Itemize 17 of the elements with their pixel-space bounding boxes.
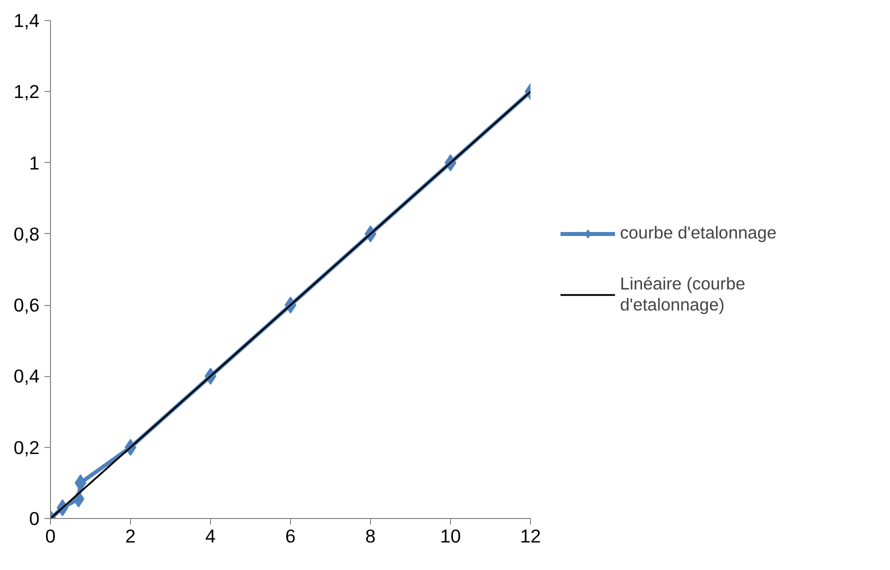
y-tick-label: 0,2 — [14, 436, 40, 458]
x-tick-label: 6 — [285, 526, 296, 546]
x-tick-label: 10 — [440, 526, 461, 546]
x-tick-label: 8 — [365, 526, 376, 546]
y-tick-label: 0 — [29, 508, 40, 529]
y-tick-label: 1,2 — [14, 81, 40, 102]
x-tick-label: 2 — [125, 526, 136, 546]
legend-label: courbe d'etalonnage — [620, 222, 777, 244]
y-tick-label: 0,8 — [14, 223, 40, 244]
y-tick-label: 0,4 — [14, 366, 40, 387]
legend-label: Linéaire (courbe d'etalonnage) — [620, 274, 746, 316]
x-tick-label: 12 — [520, 526, 541, 546]
x-tick-label: 0 — [45, 526, 56, 546]
y-tick-label: 1,4 — [14, 10, 40, 31]
x-tick-label: 4 — [205, 526, 216, 546]
y-tick-label: 1 — [29, 152, 40, 174]
y-tick-label: 0,6 — [14, 294, 40, 316]
